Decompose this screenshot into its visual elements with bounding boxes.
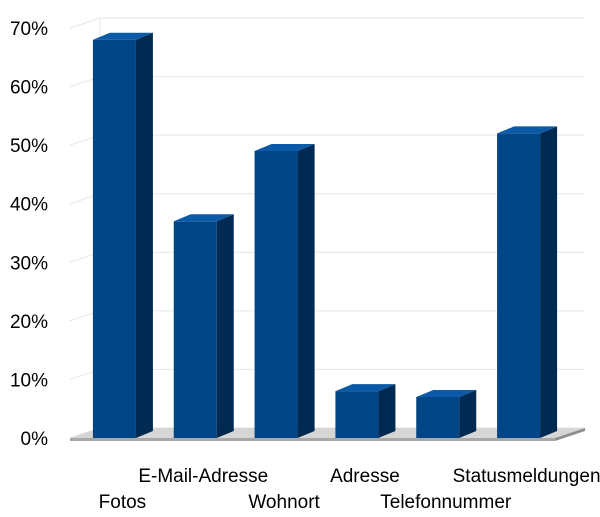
x-category-label: Wohnort	[248, 492, 320, 513]
bars	[92, 32, 558, 438]
x-category-label: Fotos	[99, 492, 147, 513]
y-axis-tick-labels: 0% 10% 20% 30% 40% 50% 60% 70%	[10, 19, 48, 450]
bar	[173, 214, 234, 438]
bar	[497, 126, 558, 438]
y-tick-label: 10%	[10, 370, 48, 391]
bar-top	[497, 126, 558, 134]
y-tick-label: 60%	[10, 78, 48, 99]
bar-top	[254, 144, 315, 151]
bar-top	[335, 384, 396, 392]
bar-side	[378, 384, 396, 438]
floor-side-edge	[555, 428, 585, 441]
bar	[254, 144, 315, 438]
bar-side	[216, 214, 234, 438]
y-tick-label: 50%	[10, 136, 48, 157]
y-tick-label: 0%	[21, 429, 49, 450]
bar-side	[135, 32, 153, 438]
bar-front	[254, 151, 298, 438]
bar-top	[416, 390, 477, 397]
gridline-depth	[69, 17, 101, 29]
bar-front	[92, 39, 136, 438]
bar-side	[459, 390, 477, 438]
bar-front	[173, 221, 217, 438]
bar-top	[92, 32, 153, 40]
bar-top	[173, 214, 234, 222]
floor-front-edge	[70, 438, 555, 441]
x-category-label: Adresse	[330, 466, 400, 487]
x-axis-category-labels: Fotos E-Mail-Adresse Wohnort Adresse Telefon…	[99, 466, 600, 513]
bar-front	[335, 391, 379, 438]
bar-front	[497, 133, 541, 438]
y-tick-label: 70%	[10, 19, 48, 40]
bar-front	[416, 397, 460, 438]
bar	[92, 32, 153, 438]
bar	[335, 384, 396, 438]
x-category-label: E-Mail-Adresse	[138, 466, 268, 487]
y-tick-label: 30%	[10, 253, 48, 274]
bar	[416, 390, 477, 438]
y-tick-label: 40%	[10, 195, 48, 216]
y-tick-label: 20%	[10, 312, 48, 333]
x-category-label: Telefonnummer	[380, 492, 512, 513]
bar-side	[540, 126, 558, 438]
x-category-label: Statusmeldungen	[453, 466, 600, 487]
bar-side	[297, 144, 315, 438]
